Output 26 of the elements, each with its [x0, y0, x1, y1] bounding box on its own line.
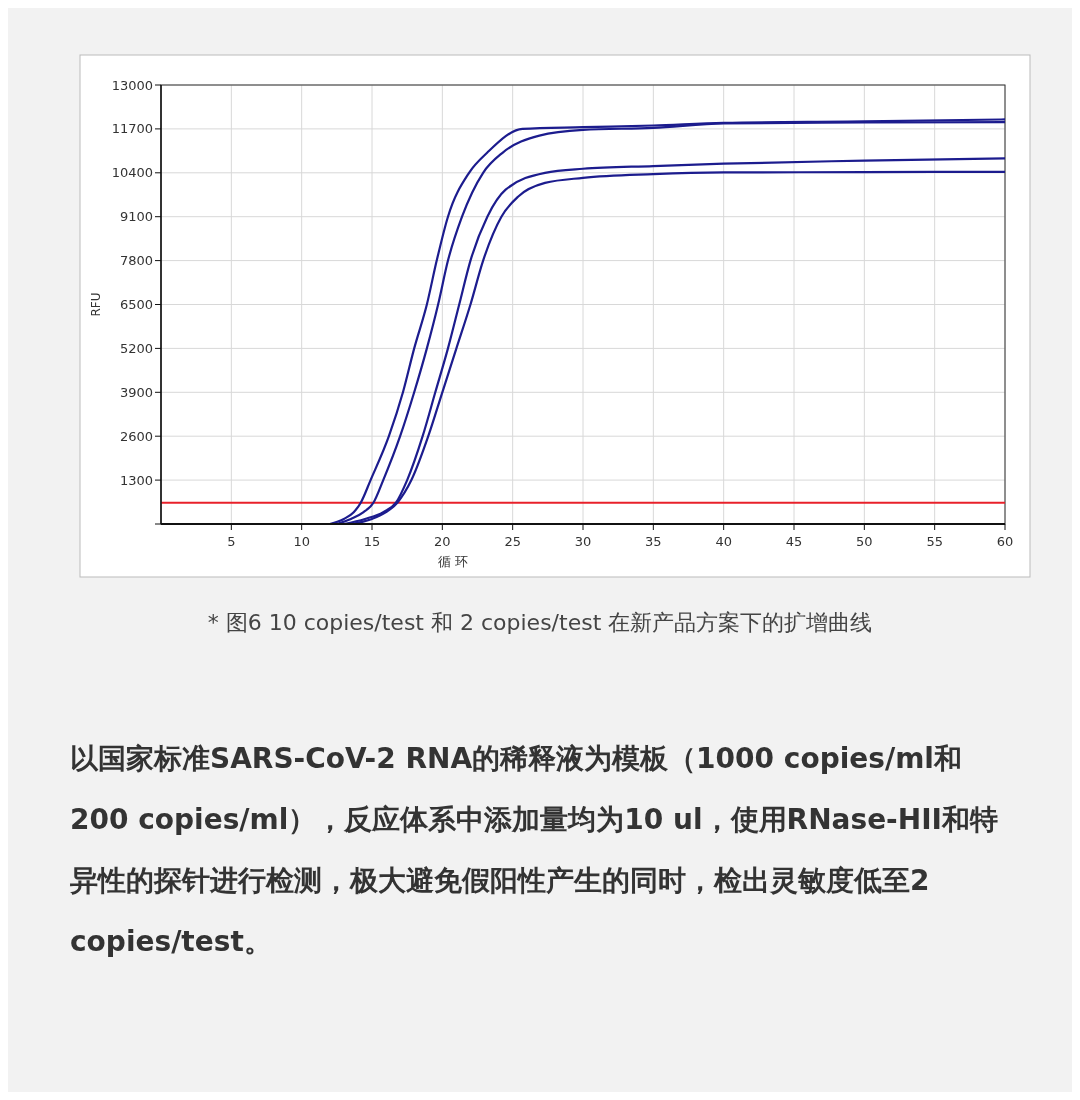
y-tick-label: 9100 — [119, 209, 153, 225]
x-tick-label: 20 — [434, 534, 451, 549]
y-tick-label: 2600 — [119, 428, 153, 444]
y-tick-label: 11700 — [111, 121, 153, 137]
text: * 图6 10 copies/test 和 2 copies/test 在新产品方案下的扩增曲线 — [207, 610, 873, 635]
x-tick-label: 60 — [996, 534, 1014, 549]
y-tick-label: 13000 — [111, 77, 153, 93]
x-tick-label: 50 — [856, 534, 873, 549]
y-axis-title: RFU — [89, 292, 103, 317]
x-tick-label: 40 — [715, 534, 732, 549]
x-tick-label: 5 — [227, 534, 236, 549]
y-tick-label: 3900 — [119, 384, 153, 400]
y-tick-label: 1300 — [119, 472, 153, 488]
x-tick-label: 55 — [926, 534, 943, 549]
y-tick-label: 7800 — [119, 253, 153, 269]
y-tick-label: 10400 — [111, 165, 153, 181]
x-tick-label: 45 — [785, 534, 803, 549]
x-tick-label: 35 — [645, 534, 662, 549]
y-tick-label: 6500 — [119, 297, 153, 312]
x-tick-label: 10 — [293, 534, 310, 549]
x-axis-title: 循 环 — [437, 554, 469, 569]
x-tick-label: 25 — [504, 534, 521, 549]
x-tick-label: 30 — [574, 534, 592, 549]
y-tick-label: 5200 — [119, 340, 153, 356]
x-tick-label: 15 — [363, 534, 381, 549]
text: 以国家标准SARS-CoV-2 RNA的稀释液为模板（1000 copies/ml和200 copies/ml），反应体系中添加量均为10 ul，使用RNase-HII和特异性的探针进行检测，极大避免假阳性产生的同时，检出灵敏度低至2 copies/test。 — [70, 741, 999, 960]
